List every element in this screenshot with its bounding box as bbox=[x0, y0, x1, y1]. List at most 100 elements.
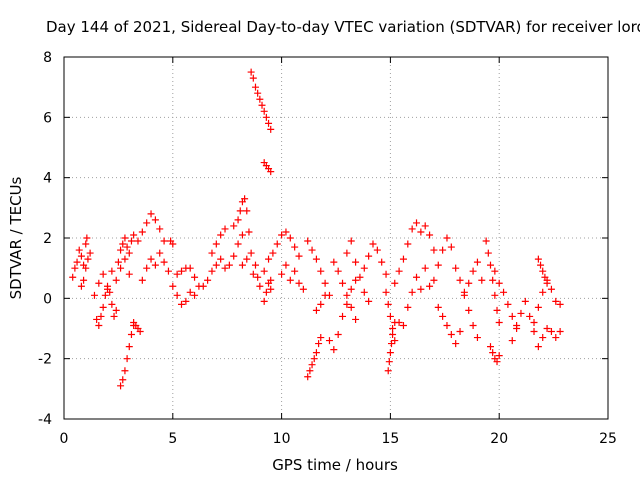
data-point bbox=[385, 358, 393, 366]
data-point bbox=[151, 261, 159, 269]
data-point bbox=[164, 267, 172, 275]
series-t42 bbox=[486, 343, 503, 366]
data-point bbox=[534, 303, 542, 311]
data-point bbox=[178, 300, 186, 308]
data-point bbox=[384, 367, 392, 375]
data-point bbox=[495, 352, 503, 360]
data-point bbox=[539, 334, 547, 342]
y-tick-label: 2 bbox=[43, 231, 52, 247]
data-point bbox=[69, 273, 77, 281]
data-point bbox=[541, 273, 549, 281]
data-point bbox=[238, 261, 246, 269]
data-point bbox=[386, 312, 394, 320]
series-t29 bbox=[330, 258, 360, 323]
data-point bbox=[77, 282, 85, 290]
data-point bbox=[82, 240, 90, 248]
data-point bbox=[308, 246, 316, 254]
data-point bbox=[90, 291, 98, 299]
data-point bbox=[504, 300, 512, 308]
data-point bbox=[317, 267, 325, 275]
data-point bbox=[547, 285, 555, 293]
data-point bbox=[426, 231, 434, 239]
y-tick-label: -2 bbox=[38, 352, 52, 368]
data-point bbox=[291, 243, 299, 251]
data-point bbox=[117, 246, 125, 254]
data-point bbox=[434, 261, 442, 269]
data-point bbox=[347, 237, 355, 245]
data-point bbox=[254, 273, 262, 281]
series-t3 bbox=[93, 282, 120, 329]
data-point bbox=[408, 288, 416, 296]
data-point bbox=[260, 107, 268, 115]
y-tick-label: 0 bbox=[43, 291, 52, 307]
series-t37 bbox=[430, 234, 455, 284]
data-point bbox=[191, 273, 199, 281]
data-point bbox=[258, 101, 266, 109]
data-point bbox=[495, 318, 503, 326]
data-point bbox=[267, 125, 275, 133]
data-point bbox=[552, 297, 560, 305]
data-point bbox=[278, 231, 286, 239]
data-point bbox=[147, 210, 155, 218]
data-point bbox=[408, 225, 416, 233]
data-point bbox=[534, 343, 542, 351]
data-point bbox=[352, 276, 360, 284]
data-point bbox=[360, 264, 368, 272]
data-point bbox=[121, 255, 129, 263]
data-point bbox=[236, 207, 244, 215]
data-point bbox=[308, 361, 316, 369]
data-point bbox=[526, 312, 534, 320]
series-t38 bbox=[434, 303, 464, 348]
data-point bbox=[352, 315, 360, 323]
data-point bbox=[312, 306, 320, 314]
data-point bbox=[330, 346, 338, 354]
data-point bbox=[421, 222, 429, 230]
data-point bbox=[112, 276, 120, 284]
data-point bbox=[108, 267, 116, 275]
data-point bbox=[82, 264, 90, 272]
data-point bbox=[508, 337, 516, 345]
data-point bbox=[73, 258, 81, 266]
data-point bbox=[343, 249, 351, 257]
series-t45 bbox=[530, 276, 564, 326]
series-t5 bbox=[114, 231, 138, 266]
data-point bbox=[321, 291, 329, 299]
chart-title: Day 144 of 2021, Sidereal Day-to-day VTE… bbox=[46, 18, 640, 36]
data-point bbox=[182, 297, 190, 305]
data-point bbox=[493, 358, 501, 366]
data-point bbox=[312, 255, 320, 263]
series-t27 bbox=[312, 291, 329, 314]
data-point bbox=[347, 303, 355, 311]
data-point bbox=[304, 237, 312, 245]
data-point bbox=[249, 74, 257, 82]
data-point bbox=[330, 258, 338, 266]
data-point bbox=[486, 343, 494, 351]
data-point bbox=[86, 249, 94, 257]
series-t21 bbox=[249, 255, 275, 290]
data-point bbox=[75, 246, 83, 254]
data-point bbox=[138, 276, 146, 284]
data-point bbox=[493, 306, 501, 314]
axis-ticks: 0 5 10 15 20 25 -4 -2 0 2 4 6 8 bbox=[38, 50, 617, 447]
x-tick-label: 0 bbox=[60, 431, 69, 447]
data-point bbox=[71, 264, 79, 272]
data-point bbox=[230, 222, 238, 230]
x-tick-label: 15 bbox=[381, 431, 399, 447]
data-point bbox=[325, 337, 333, 345]
data-point bbox=[556, 300, 564, 308]
data-point bbox=[178, 267, 186, 275]
data-point bbox=[143, 219, 151, 227]
data-point bbox=[127, 331, 135, 339]
data-point bbox=[199, 282, 207, 290]
data-point bbox=[204, 276, 212, 284]
data-point bbox=[395, 318, 403, 326]
data-point bbox=[247, 249, 255, 257]
data-point bbox=[334, 331, 342, 339]
data-point bbox=[119, 376, 127, 384]
data-point bbox=[117, 264, 125, 272]
data-point bbox=[399, 321, 407, 329]
series-t34 bbox=[391, 318, 407, 329]
y-axis-label: SDTVAR / TECUs bbox=[7, 176, 25, 299]
data-point bbox=[212, 261, 220, 269]
series-t33 bbox=[384, 331, 397, 375]
